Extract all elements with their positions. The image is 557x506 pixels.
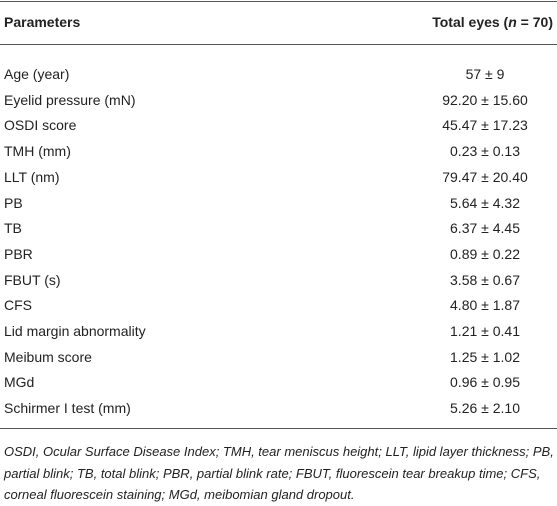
value-cell: 1.25 ± 1.02 <box>450 348 520 365</box>
header-text: Total eyes ( <box>432 14 509 30</box>
header-rule <box>0 44 557 45</box>
value-cell: 5.64 ± 4.32 <box>450 194 520 211</box>
parameter-cell: Age (year) <box>4 66 70 82</box>
table-row: FBUT (s) 3.58 ± 0.67 <box>0 268 557 294</box>
value-cell: 4.80 ± 1.87 <box>450 297 520 314</box>
table-row: TB 6.37 ± 4.45 <box>0 216 557 242</box>
table-row: CFS 4.80 ± 1.87 <box>0 293 557 319</box>
parameter-cell: LLT (nm) <box>4 168 60 185</box>
parameter-cell: CFS <box>4 297 32 314</box>
table-row: PB 5.64 ± 4.32 <box>0 191 557 217</box>
top-rule <box>0 1 557 2</box>
parameter-cell: PBR <box>4 245 33 262</box>
header-cell: Parameters <box>4 14 81 30</box>
table-row: Schirmer I test (mm) 5.26 ± 2.10 <box>0 396 557 422</box>
table-row: TMH (mm) 0.23 ± 0.13 <box>0 139 557 165</box>
value-cell: 79.47 ± 20.40 <box>442 168 528 185</box>
value-cell: 92.20 ± 15.60 <box>442 91 528 108</box>
value-cell: 5.26 ± 2.10 <box>450 400 520 417</box>
value-cell: 0.96 ± 0.95 <box>450 374 520 391</box>
value-cell: 3.58 ± 0.67 <box>450 271 520 288</box>
parameter-cell: Lid margin abnormality <box>4 323 146 339</box>
value-cell: 0.23 ± 0.13 <box>450 143 520 160</box>
value-cell: 1.21 ± 0.41 <box>450 323 520 339</box>
parameter-cell: OSDI score <box>4 117 77 134</box>
footnote: OSDI, Ocular Surface Disease Index; TMH,… <box>4 444 554 502</box>
table-row: Lid margin abnormality 1.21 ± 0.41 <box>0 319 557 345</box>
table-row: MGd 0.96 ± 0.95 <box>0 370 557 396</box>
value-cell: 6.37 ± 4.45 <box>450 220 520 237</box>
parameter-cell: Schirmer I test (mm) <box>4 400 131 417</box>
header-cell: Total eyes (n = 70) <box>432 12 553 32</box>
header-text: = 70) <box>516 14 553 30</box>
parameter-cell: MGd <box>4 374 35 391</box>
table-row: OSDI score 45.47 ± 17.23 <box>0 113 557 139</box>
value-cell: 57 ± 9 <box>465 66 505 82</box>
value-cell: 0.89 ± 0.22 <box>450 245 520 262</box>
parameter-cell: FBUT (s) <box>4 271 61 288</box>
table-row: Meibum score 1.25 ± 1.02 <box>0 345 557 371</box>
value-cell: 45.47 ± 17.23 <box>442 117 528 134</box>
header-italic: n <box>508 14 517 30</box>
bottom-rule <box>0 428 557 429</box>
parameter-cell: Eyelid pressure (mN) <box>4 91 136 108</box>
table-row: PBR 0.89 ± 0.22 <box>0 242 557 268</box>
parameter-cell: PB <box>4 194 23 211</box>
table-row: LLT (nm) 79.47 ± 20.40 <box>0 165 557 191</box>
table-row: Age (year) 57 ± 9 <box>0 62 557 88</box>
parameter-cell: TMH (mm) <box>4 143 71 160</box>
parameter-cell: TB <box>4 220 22 237</box>
table-row: Eyelid pressure (mN) 92.20 ± 15.60 <box>0 88 557 114</box>
parameter-cell: Meibum score <box>4 348 92 365</box>
